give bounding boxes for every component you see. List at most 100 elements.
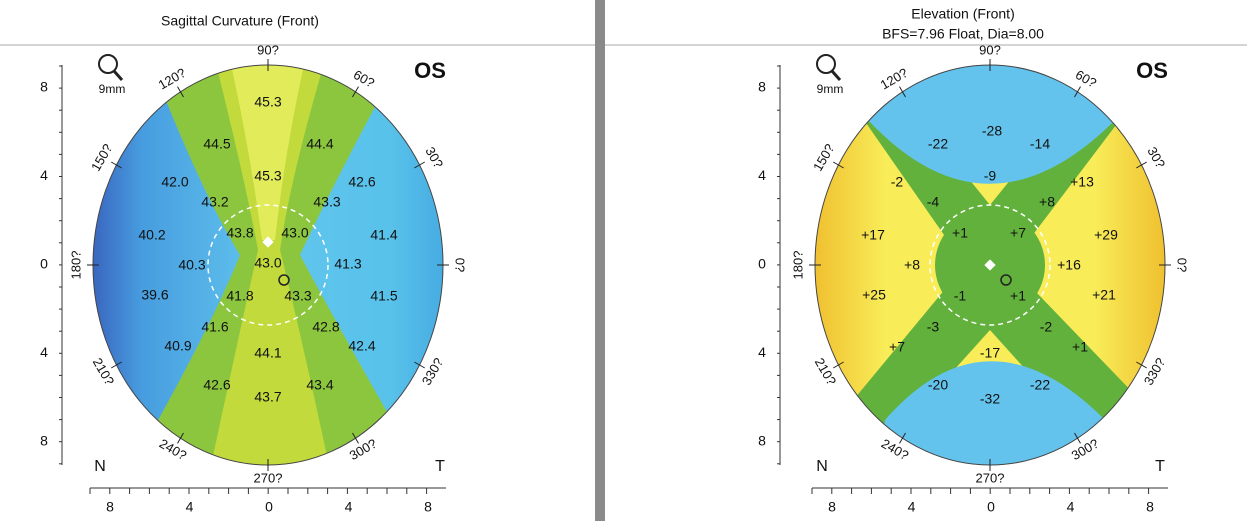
eye-label: OS <box>414 58 446 83</box>
map-value: 42.6 <box>203 377 230 393</box>
map-value: 41.6 <box>201 319 228 335</box>
y-axis-label: 4 <box>40 167 48 183</box>
zoom-icon-handle <box>830 70 842 81</box>
map-value: +7 <box>889 339 905 355</box>
map-value: -2 <box>1040 319 1053 335</box>
angle-tick <box>1136 361 1148 369</box>
angle-tick <box>352 86 359 98</box>
x-axis-label: 8 <box>1146 499 1154 515</box>
temporal-label: T <box>1155 458 1165 475</box>
angle-label: 90? <box>979 42 1001 57</box>
map-value: -9 <box>984 168 997 184</box>
map-value: 42.6 <box>348 174 375 190</box>
angle-label: 180? <box>68 251 83 280</box>
map-value: 43.0 <box>254 255 281 271</box>
map-value: -3 <box>927 319 940 335</box>
map-value: +7 <box>1010 225 1026 241</box>
map-value: 40.2 <box>138 227 165 243</box>
zoom-icon <box>98 54 118 74</box>
angle-label: 0? <box>1175 258 1190 272</box>
angle-label: 180? <box>790 251 805 280</box>
temporal-label: T <box>435 458 445 475</box>
map-value: -17 <box>980 345 1000 361</box>
map-value: -28 <box>982 123 1002 139</box>
panel-title: Sagittal Curvature (Front) <box>161 13 319 29</box>
nasal-label: N <box>816 458 828 475</box>
angle-tick <box>832 161 844 169</box>
apex-marker <box>262 236 274 248</box>
map-value: 40.9 <box>164 338 191 354</box>
x-axis-label: 0 <box>987 499 995 515</box>
map-value: 44.4 <box>306 136 333 152</box>
map-value: 41.5 <box>370 288 397 304</box>
eye-label: OS <box>1136 58 1168 83</box>
map-value: 43.2 <box>201 194 228 210</box>
map-value: 41.3 <box>334 256 361 272</box>
map-value: 43.0 <box>281 225 308 241</box>
x-axis-label: 4 <box>186 499 194 515</box>
zoom-icon <box>816 54 836 74</box>
map-value: 41.4 <box>370 227 397 243</box>
map-value: -2 <box>891 174 904 190</box>
angle-label: 0? <box>453 258 468 272</box>
map-value: +1 <box>1010 288 1026 304</box>
apex-marker <box>984 259 996 271</box>
map-value: +1 <box>1072 339 1088 355</box>
y-axis-label: 0 <box>758 256 766 272</box>
angle-label: 90? <box>257 42 279 57</box>
pupil-zone <box>207 204 329 326</box>
map-value: +13 <box>1070 174 1094 190</box>
angle-tick <box>1074 432 1081 444</box>
map-value: 41.8 <box>226 288 253 304</box>
angle-label: 120? <box>878 65 911 92</box>
divider <box>595 0 605 521</box>
angle-tick <box>110 361 122 369</box>
angle-tick <box>414 361 426 369</box>
elevation-map <box>815 65 1165 465</box>
map-value: +21 <box>1092 287 1116 303</box>
angle-tick <box>832 361 844 369</box>
pupil-center <box>278 274 290 286</box>
x-axis-label: 4 <box>908 499 916 515</box>
nasal-label: N <box>94 458 106 475</box>
zoom-label: 9mm <box>817 82 844 96</box>
map-value: +25 <box>862 287 886 303</box>
y-axis-label: 4 <box>758 344 766 360</box>
angle-tick <box>1136 161 1148 169</box>
angle-tick <box>110 161 122 169</box>
angle-tick <box>899 432 906 444</box>
map-value: -14 <box>1030 136 1050 152</box>
x-axis-label: 4 <box>345 499 353 515</box>
angle-label: 150? <box>810 141 837 174</box>
map-value: +17 <box>861 227 885 243</box>
angle-label: 30? <box>1144 144 1168 170</box>
map-value: 44.1 <box>254 345 281 361</box>
angle-tick <box>414 161 426 169</box>
map-value: 42.0 <box>161 174 188 190</box>
angle-tick <box>899 86 906 98</box>
x-axis-label: 8 <box>424 499 432 515</box>
x-axis-label: 4 <box>1067 499 1075 515</box>
angle-tick <box>1074 86 1081 98</box>
y-axis-label: 4 <box>40 344 48 360</box>
map-value: +8 <box>904 257 920 273</box>
angle-label: 270? <box>976 470 1005 485</box>
map-value: 43.8 <box>226 225 253 241</box>
zoom-label: 9mm <box>99 82 126 96</box>
y-axis-label: 0 <box>40 256 48 272</box>
angle-label: 330? <box>1141 355 1168 388</box>
angle-tick <box>177 432 184 444</box>
y-axis-label: 8 <box>758 433 766 449</box>
x-axis-label: 8 <box>106 499 114 515</box>
map-value: -4 <box>927 194 940 210</box>
angle-label: 210? <box>812 355 839 388</box>
angle-label: 270? <box>254 470 283 485</box>
map-value: 43.3 <box>313 194 340 210</box>
angle-label: 60? <box>1073 67 1099 91</box>
map-value: 42.8 <box>312 319 339 335</box>
map-value: -22 <box>1030 377 1050 393</box>
map-value: -1 <box>954 288 967 304</box>
map-value: 40.3 <box>178 257 205 273</box>
